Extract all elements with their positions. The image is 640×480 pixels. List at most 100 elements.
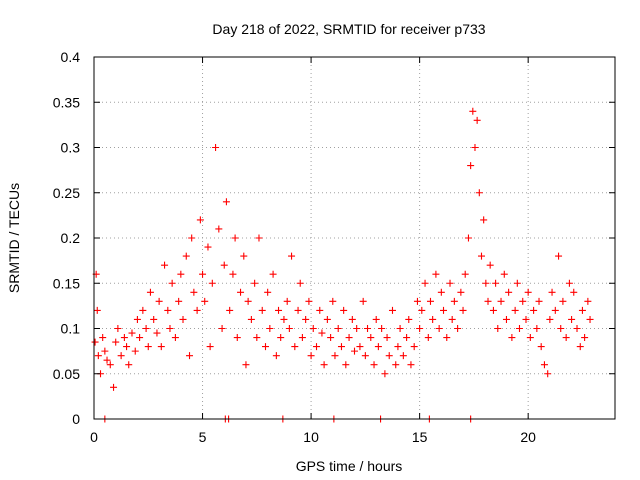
data-point <box>345 334 353 342</box>
y-tick-label: 0.35 <box>53 94 80 110</box>
data-point <box>399 352 407 360</box>
data-point <box>546 315 554 323</box>
data-point <box>505 288 513 296</box>
data-point <box>385 352 393 360</box>
data-point <box>502 315 510 323</box>
data-point <box>316 306 324 314</box>
data-point <box>199 270 207 278</box>
data-point <box>206 343 214 351</box>
data-point <box>581 334 589 342</box>
data-point <box>515 325 523 332</box>
data-point <box>403 334 411 342</box>
data-point <box>240 252 248 260</box>
data-point <box>133 315 141 323</box>
data-point <box>186 352 194 360</box>
data-point <box>136 334 144 342</box>
x-tick-label: 5 <box>199 429 207 445</box>
data-point <box>421 279 429 287</box>
data-point <box>429 315 437 323</box>
data-point <box>570 288 578 296</box>
data-point <box>204 243 212 251</box>
data-point <box>112 338 120 346</box>
y-axis-title: SRMTID / TECUs <box>6 183 22 293</box>
x-axis-title: GPS time / hours <box>296 458 403 474</box>
data-point <box>586 315 594 323</box>
data-point <box>584 297 592 305</box>
data-point <box>307 352 315 360</box>
data-point <box>372 315 380 323</box>
data-point <box>285 325 293 332</box>
data-point <box>551 306 559 314</box>
y-tick-label: 0.3 <box>61 140 81 156</box>
data-point <box>555 252 563 260</box>
data-point <box>562 334 570 342</box>
data-point <box>480 216 488 224</box>
y-tick-label: 0 <box>72 411 80 427</box>
data-point <box>508 334 516 342</box>
data-point <box>530 306 538 314</box>
data-point <box>177 270 185 278</box>
data-point <box>226 306 234 314</box>
data-point <box>171 334 179 342</box>
data-point <box>374 343 382 351</box>
data-point <box>559 297 567 305</box>
data-point <box>247 315 255 323</box>
data-point <box>533 325 541 332</box>
data-point <box>253 334 261 342</box>
data-point <box>309 325 317 332</box>
data-point <box>175 297 183 305</box>
data-point <box>407 361 415 369</box>
data-point <box>266 325 274 332</box>
x-tick-label: 10 <box>303 429 319 445</box>
data-point <box>450 297 458 305</box>
data-point <box>220 261 228 269</box>
data-point <box>519 297 527 305</box>
data-point <box>537 343 545 351</box>
data-point <box>473 116 481 124</box>
data-point <box>93 306 101 314</box>
data-point <box>188 234 196 242</box>
data-point <box>323 315 331 323</box>
data-point <box>91 338 99 346</box>
data-point <box>426 297 434 305</box>
data-point <box>416 325 424 332</box>
data-point <box>201 297 209 305</box>
data-point <box>405 315 413 323</box>
data-points <box>91 107 594 423</box>
data-point <box>166 325 174 332</box>
data-point <box>218 325 226 332</box>
data-point <box>469 107 477 115</box>
data-point <box>313 343 321 351</box>
data-point <box>155 297 163 305</box>
data-point <box>233 334 241 342</box>
data-point <box>378 325 386 332</box>
data-point <box>446 279 454 287</box>
data-point <box>280 315 288 323</box>
data-point <box>264 288 272 296</box>
data-point <box>388 306 396 314</box>
data-point <box>437 288 445 296</box>
x-tick-label: 0 <box>90 429 98 445</box>
data-point <box>215 225 223 233</box>
data-point <box>212 144 220 151</box>
data-point <box>106 361 114 369</box>
data-point <box>229 270 237 278</box>
data-point <box>467 162 475 170</box>
data-point <box>383 334 391 342</box>
data-point <box>190 288 198 296</box>
data-point <box>396 325 404 332</box>
data-point <box>334 325 342 332</box>
data-point <box>153 329 161 337</box>
data-point <box>272 352 280 360</box>
data-point <box>484 297 492 305</box>
data-point <box>459 306 467 314</box>
data-point <box>123 343 131 351</box>
data-point <box>475 189 483 197</box>
data-point <box>164 306 172 314</box>
data-point <box>331 352 339 360</box>
data-point <box>168 279 176 287</box>
x-tick-label: 15 <box>412 429 428 445</box>
data-point <box>351 347 358 355</box>
data-point <box>381 370 389 378</box>
